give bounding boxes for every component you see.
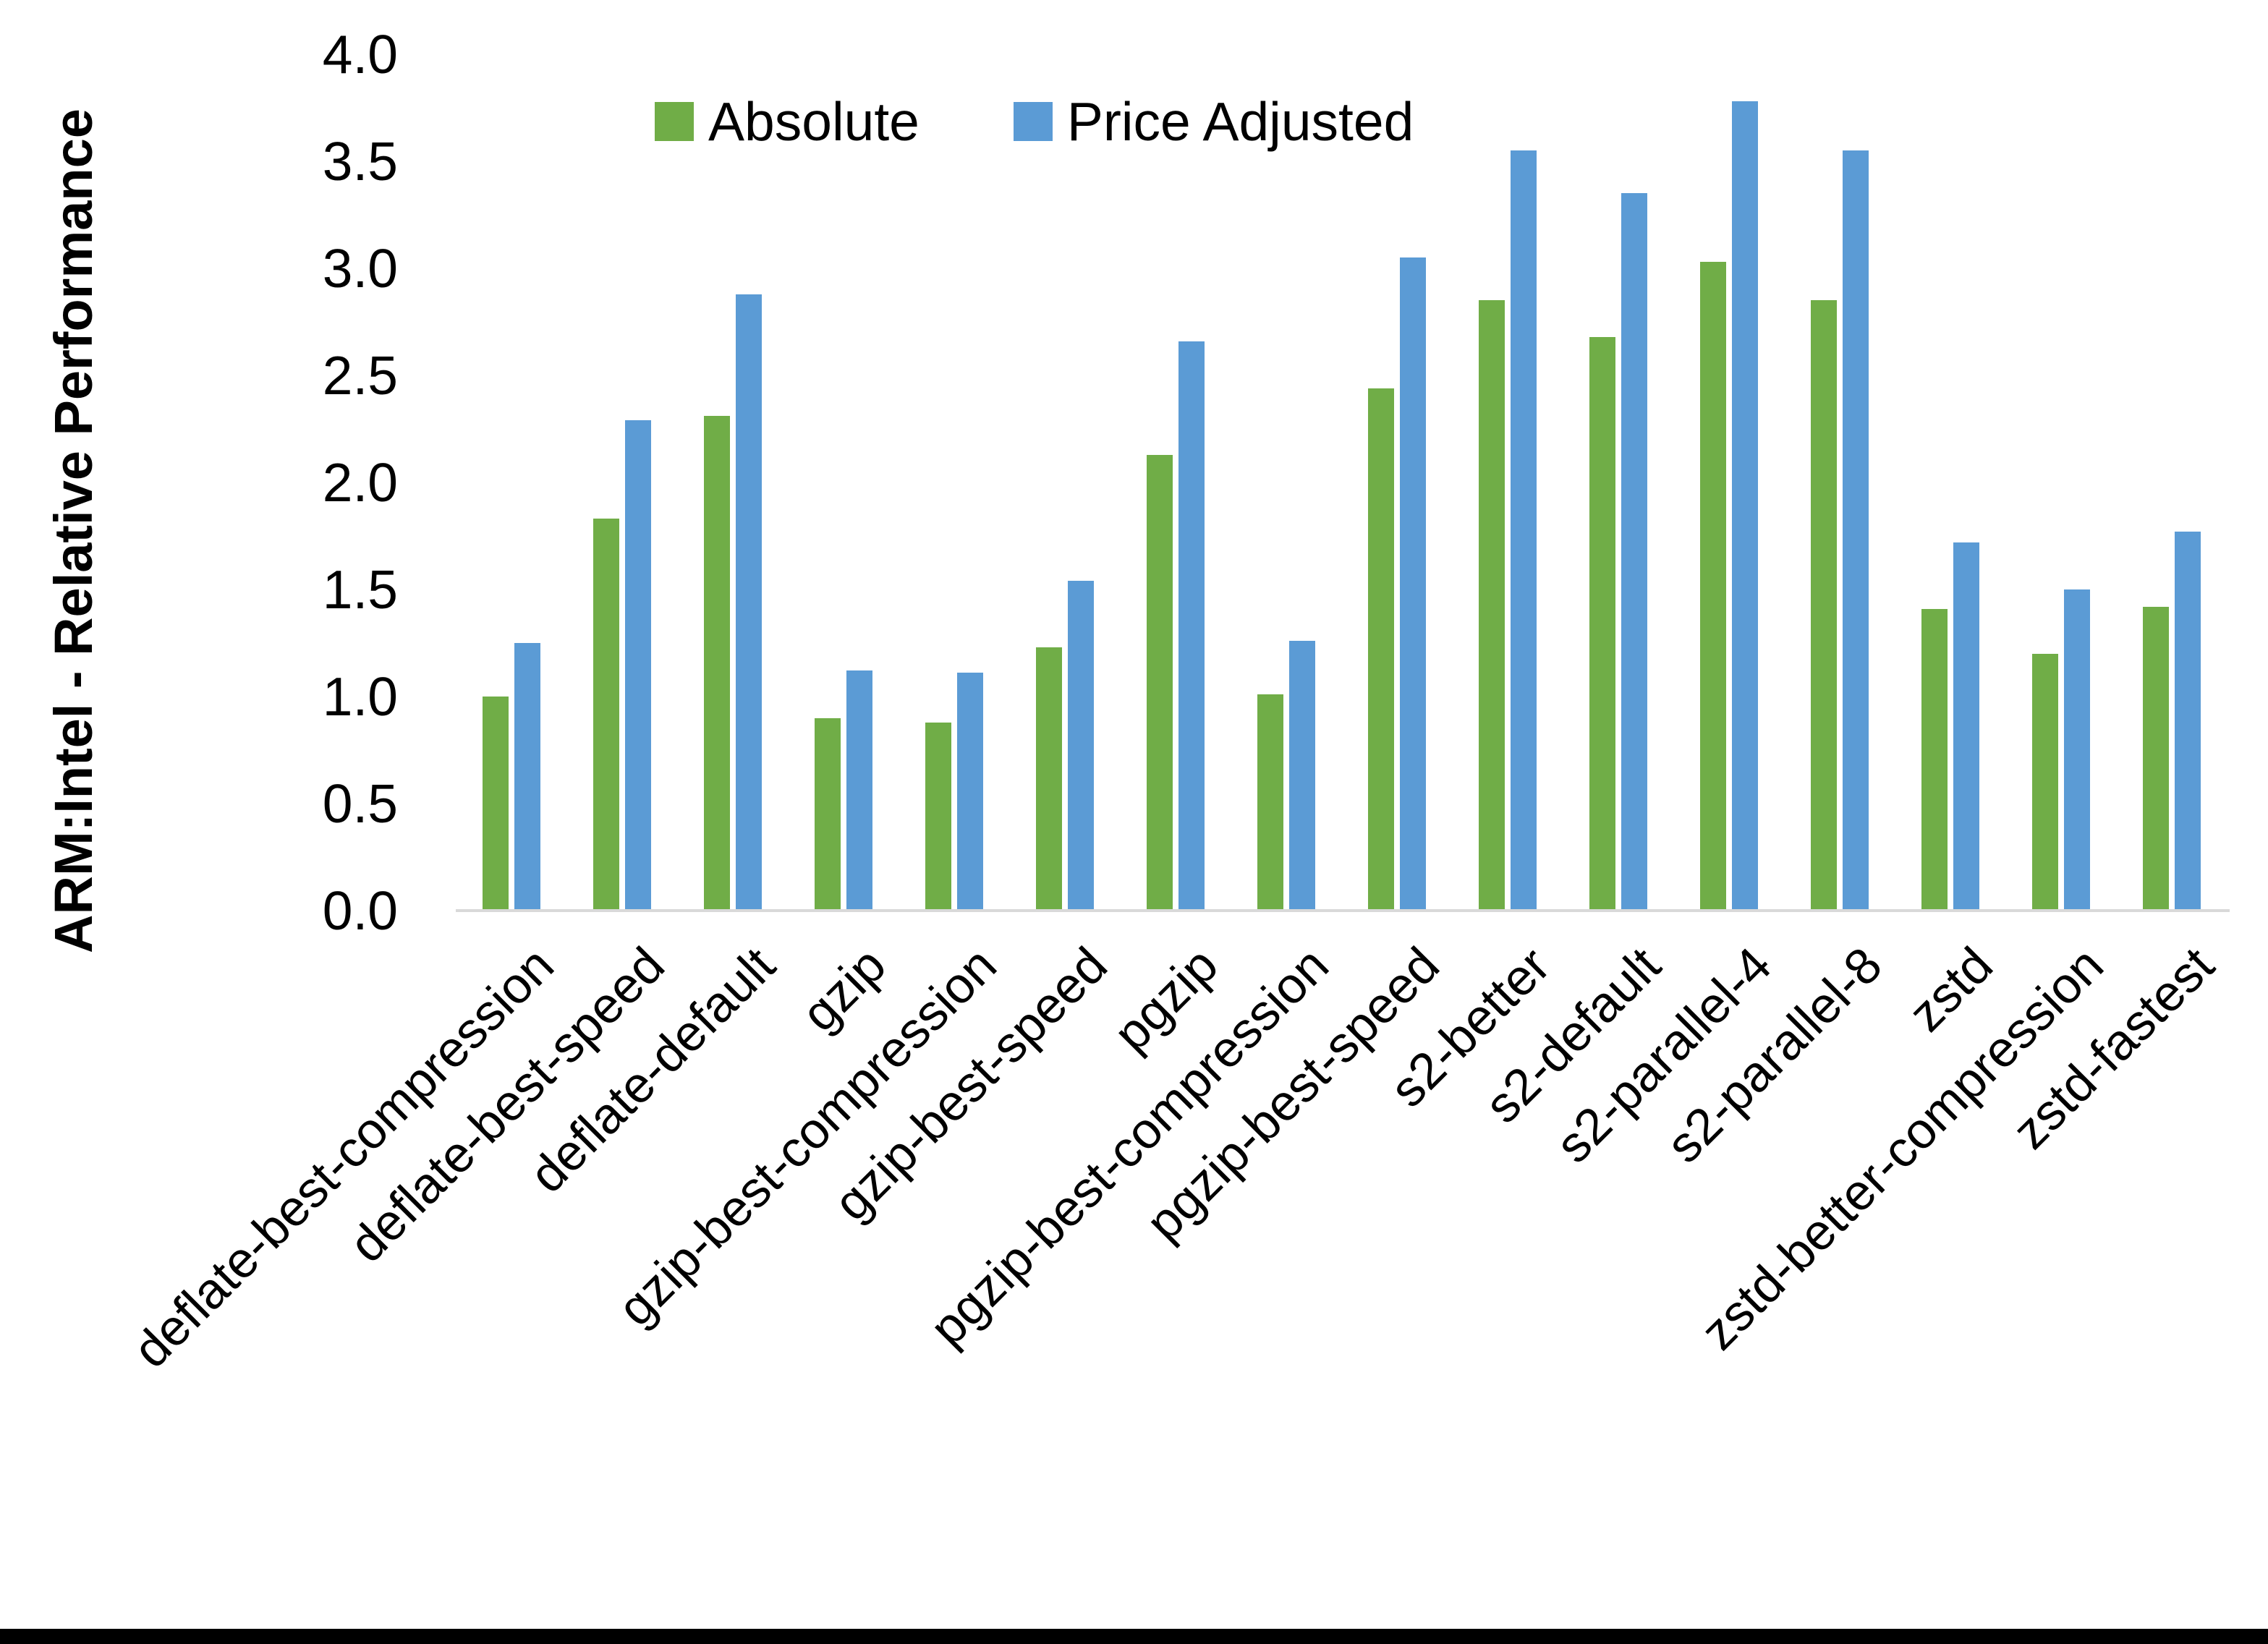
- legend-item-absolute: Absolute: [655, 93, 919, 150]
- y-axis-title: ARM:Intel - Relative Performance: [43, 108, 103, 953]
- bar-price-adjusted: [846, 670, 872, 911]
- bar-absolute: [2032, 654, 2058, 911]
- bar-absolute: [593, 519, 619, 911]
- bar-absolute: [1700, 262, 1726, 911]
- bar-price-adjusted: [736, 294, 762, 911]
- y-tick-label: 1.0: [322, 666, 398, 727]
- legend-label-absolute: Absolute: [708, 91, 919, 152]
- legend-swatch-price-adjusted: [1013, 102, 1053, 141]
- bar-price-adjusted: [1068, 581, 1094, 911]
- bar-price-adjusted: [957, 673, 983, 911]
- bar-absolute: [815, 718, 841, 911]
- bar-absolute: [1368, 388, 1394, 911]
- bar-price-adjusted: [2064, 589, 2090, 911]
- bar-absolute: [1479, 300, 1505, 911]
- bar-absolute: [704, 416, 730, 911]
- y-tick-label: 4.0: [322, 24, 398, 85]
- plot-area: [456, 54, 2232, 911]
- bar-absolute: [2143, 607, 2169, 911]
- bar-price-adjusted: [625, 420, 651, 911]
- legend-item-price-adjusted: Price Adjusted: [1013, 91, 1414, 152]
- bar-absolute: [1036, 647, 1062, 911]
- legend-swatch-absolute: [655, 102, 694, 141]
- bar-absolute: [1811, 300, 1837, 911]
- legend: Absolute Price Adjusted: [655, 93, 1414, 150]
- legend-label-price-adjusted: Price Adjusted: [1066, 91, 1414, 152]
- bar-price-adjusted: [1400, 257, 1426, 911]
- bar-price-adjusted: [514, 643, 540, 911]
- bar-absolute: [1257, 694, 1283, 911]
- y-tick-label: 1.5: [322, 559, 398, 620]
- bottom-border: [0, 1629, 2268, 1644]
- bar-price-adjusted: [1621, 193, 1647, 911]
- bar-absolute: [1589, 337, 1615, 911]
- y-tick-label: 3.5: [322, 131, 398, 192]
- bar-absolute: [1921, 609, 1948, 911]
- bar-price-adjusted: [1511, 150, 1537, 911]
- y-tick-label: 0.5: [322, 773, 398, 834]
- y-tick-label: 2.0: [322, 452, 398, 513]
- bar-price-adjusted: [2175, 532, 2201, 911]
- bar-price-adjusted: [1178, 341, 1205, 911]
- y-tick-label: 2.5: [322, 345, 398, 406]
- bar-absolute: [925, 723, 951, 911]
- bar-price-adjusted: [1953, 542, 1979, 911]
- bar-price-adjusted: [1843, 150, 1869, 911]
- bar-absolute: [483, 697, 509, 911]
- x-axis-line: [456, 909, 2230, 912]
- bar-absolute: [1147, 455, 1173, 911]
- y-tick-label: 3.0: [322, 238, 398, 299]
- bar-price-adjusted: [1732, 101, 1758, 911]
- y-tick-label: 0.0: [322, 880, 398, 941]
- bar-price-adjusted: [1289, 641, 1315, 911]
